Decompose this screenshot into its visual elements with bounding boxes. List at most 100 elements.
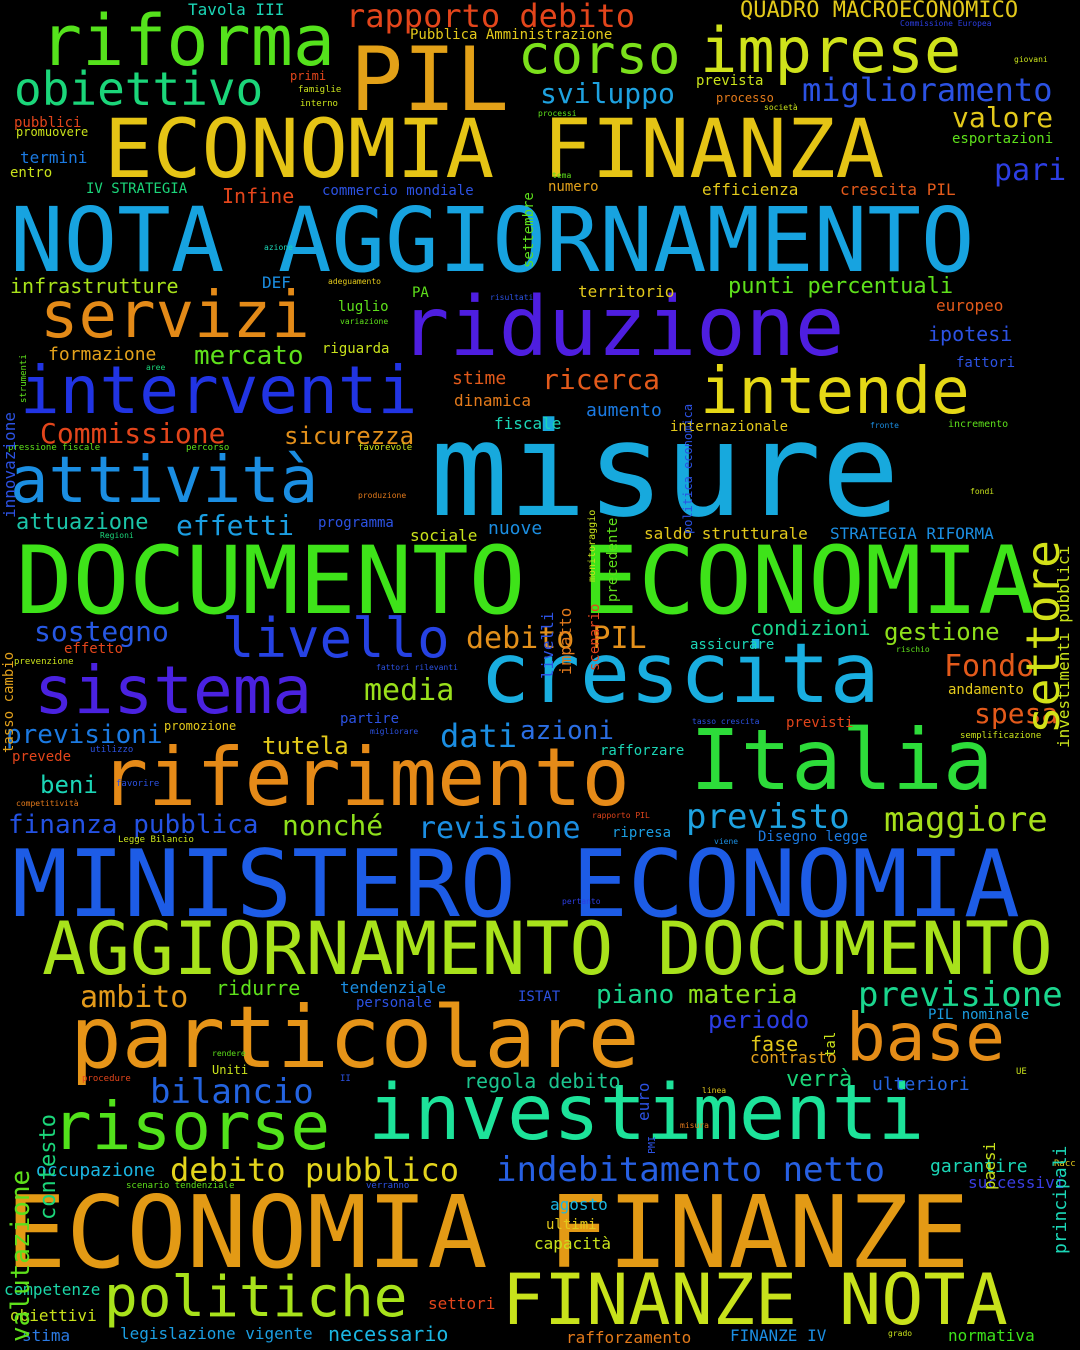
word: linea: [702, 1086, 727, 1095]
word: prevista: [696, 73, 764, 89]
word: prevede: [12, 749, 72, 765]
word: ECONOMIA FINANZE: [6, 1174, 970, 1291]
word: ECONOMIA FINANZA: [104, 103, 885, 197]
word: variazione: [340, 317, 389, 326]
word: pubblici: [14, 115, 82, 131]
word: Tavola III: [188, 0, 285, 19]
word: scenario tendenziale: [126, 1181, 235, 1191]
word: semplificazione: [960, 731, 1042, 741]
word: verranno: [366, 1181, 410, 1191]
word: numero: [548, 179, 599, 195]
word: dati: [440, 717, 518, 755]
word: attuazione: [16, 510, 149, 535]
word: Italia: [690, 711, 994, 809]
word: rapporto debito: [346, 0, 635, 35]
word: politica economica: [681, 403, 695, 534]
word: fronte: [870, 421, 899, 430]
word: necessario: [328, 1322, 449, 1346]
word: sicurezza: [284, 422, 415, 450]
word: beni: [40, 771, 98, 799]
word: PIL: [350, 28, 509, 131]
word: riforma: [40, 0, 336, 82]
word: pressione fiscale: [8, 443, 101, 453]
word: europeo: [936, 296, 1004, 315]
word: tema: [552, 171, 572, 180]
word: settembre: [521, 192, 537, 268]
word: FINANZE NOTA: [502, 1259, 1008, 1341]
word: ultimi: [546, 1217, 597, 1233]
word: DEF: [262, 273, 291, 292]
word: imprese: [700, 14, 962, 87]
word: livello: [222, 607, 450, 670]
word: termini: [20, 148, 88, 167]
word: rafforzamento: [566, 1328, 692, 1347]
word: procedure: [82, 1074, 131, 1084]
word: periodo: [708, 1006, 810, 1034]
word: Pubblica Amministrazione: [410, 27, 613, 43]
word: base: [846, 999, 1005, 1076]
word: rischio: [896, 645, 930, 654]
word: competenze: [4, 1280, 101, 1299]
word: riferimento: [100, 731, 630, 824]
word: previsioni: [6, 720, 163, 750]
word: normativa: [948, 1326, 1035, 1345]
word: intende: [700, 355, 970, 429]
word: obiettivo: [14, 62, 264, 116]
word: punti percentuali: [728, 274, 954, 299]
word: sistema: [34, 652, 313, 729]
word: contesto: [36, 1114, 61, 1220]
word: fondi: [970, 487, 995, 496]
word: PA: [412, 285, 429, 301]
word: dinamica: [454, 391, 532, 410]
word: ISTAT: [518, 989, 561, 1005]
word: bilancio: [150, 1072, 314, 1112]
word: ricerca: [542, 363, 661, 396]
word: viene: [714, 837, 739, 846]
word: pari: [994, 153, 1067, 188]
word: strumenti: [19, 354, 29, 403]
word: sviluppo: [540, 77, 675, 110]
word: maggiore: [884, 800, 1048, 840]
word: promozione: [164, 719, 237, 733]
word: materia: [688, 980, 798, 1010]
word: giovani: [1014, 55, 1048, 64]
word: sostegno: [34, 615, 169, 648]
word: rapporto PIL: [592, 811, 650, 820]
word: riguarda: [322, 341, 390, 357]
word: misura: [680, 1121, 709, 1130]
word: favorire: [116, 779, 160, 789]
word: garantire: [930, 1156, 1028, 1177]
word: monitoraggio: [587, 509, 598, 582]
word: Regioni: [100, 531, 134, 540]
word: regola debito: [464, 1069, 621, 1093]
word: percorso: [186, 443, 230, 453]
word: previsto: [686, 797, 850, 837]
word: PIL nominale: [928, 1007, 1030, 1023]
word: primi: [290, 69, 327, 83]
word: previsione: [858, 975, 1063, 1015]
word: miglioramento: [802, 71, 1053, 109]
word: produzione: [358, 491, 407, 500]
word: risultati: [490, 293, 534, 302]
word: processo: [716, 91, 774, 105]
word: effetti: [176, 509, 295, 542]
word: nuove: [488, 518, 543, 539]
word: revisione: [418, 811, 581, 846]
word: famiglie: [298, 85, 342, 95]
word: scenario: [587, 603, 603, 671]
word: media: [364, 673, 455, 708]
word: misure: [430, 394, 900, 546]
word: saldo strutturale: [644, 524, 808, 543]
word: QUADRO MACROECONOMICO: [740, 0, 1019, 23]
word: rafforzare: [600, 743, 685, 759]
word: promuovere: [16, 125, 89, 139]
word: tal: [823, 1031, 839, 1057]
word: piano: [596, 980, 675, 1010]
word: paesi: [980, 1141, 999, 1190]
word: Disegno legge: [758, 829, 868, 845]
word: adeguamento: [328, 277, 381, 286]
word: personale: [356, 995, 432, 1011]
word: II: [340, 1074, 351, 1084]
word: corso: [518, 23, 681, 86]
word: STRATEGIA RIFORMA: [830, 524, 994, 543]
